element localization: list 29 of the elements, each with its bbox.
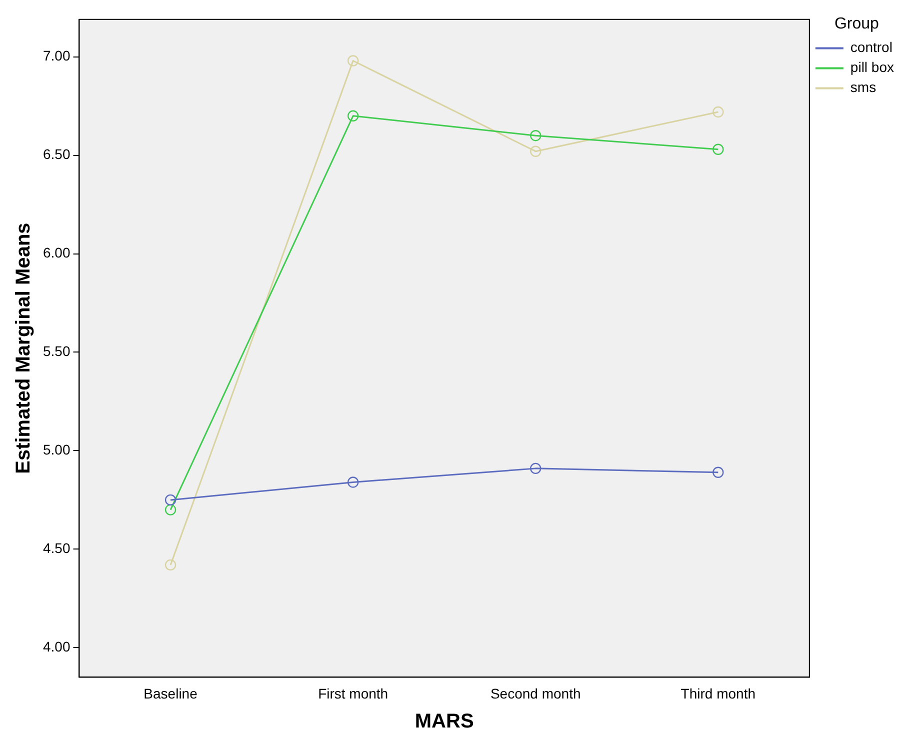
point [164, 559, 176, 571]
x-tick-label: Baseline [144, 685, 198, 702]
x-tick-label: First month [318, 685, 388, 702]
point [530, 146, 542, 157]
point [530, 130, 542, 142]
point [164, 504, 176, 516]
x-tick-label: Second month [490, 685, 581, 702]
x-tick-label: Third month [680, 685, 756, 702]
y-tick-label: 5.50 [43, 343, 70, 360]
y-axis-title: Estimated Marginal Means [12, 222, 35, 474]
y-tick-label: 4.50 [43, 540, 70, 556]
point [347, 476, 359, 488]
point [164, 494, 176, 506]
point [347, 110, 359, 122]
legend-title: Group [834, 15, 880, 32]
point [530, 462, 542, 474]
point [347, 55, 359, 66]
point [712, 106, 724, 118]
y-tick-label: 6.50 [43, 146, 70, 162]
point [712, 466, 724, 478]
y-tick-label: 4.00 [43, 638, 70, 655]
x-axis-title: MARS [414, 710, 474, 733]
y-tick-label: 5.00 [43, 442, 70, 458]
legend-label: control [850, 39, 892, 56]
y-tick-label: 7.00 [43, 48, 70, 64]
legend-label: pill box [850, 59, 894, 76]
y-tick-label: 6.00 [43, 244, 70, 261]
legend-label: sms [850, 79, 876, 96]
point [712, 144, 724, 155]
